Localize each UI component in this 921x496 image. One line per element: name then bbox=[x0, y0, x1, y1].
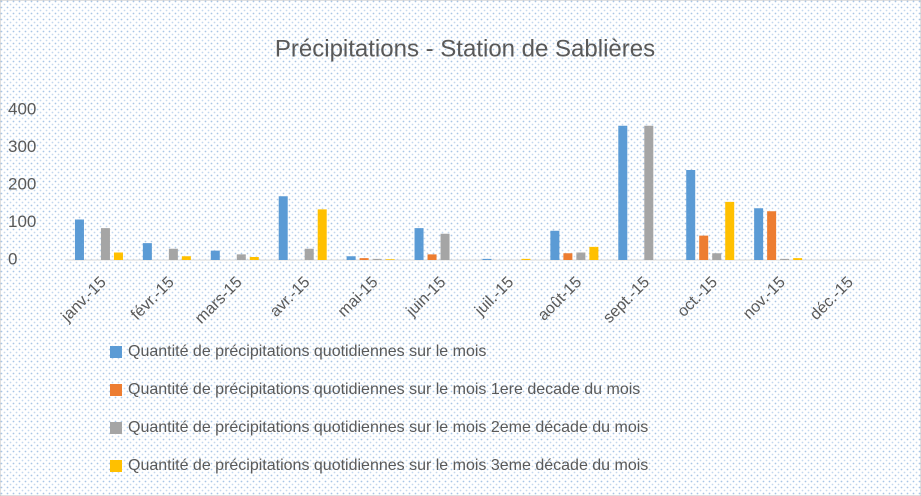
bar bbox=[100, 228, 110, 260]
bar bbox=[317, 209, 327, 260]
bar bbox=[521, 258, 531, 260]
bar bbox=[385, 259, 395, 260]
bar bbox=[168, 248, 178, 260]
bar bbox=[346, 256, 356, 260]
legend-label: Quantité de précipitations quotidiennes … bbox=[128, 343, 486, 360]
bar bbox=[142, 243, 152, 260]
bar bbox=[767, 211, 777, 260]
y-tick-label: 400 bbox=[8, 99, 36, 118]
bar bbox=[686, 170, 696, 260]
y-tick-label: 300 bbox=[8, 137, 36, 156]
bar bbox=[440, 233, 450, 260]
bar bbox=[563, 253, 573, 260]
bar bbox=[725, 201, 735, 260]
bar bbox=[414, 228, 424, 260]
bar bbox=[793, 258, 803, 260]
y-tick-label: 200 bbox=[8, 174, 36, 193]
bar bbox=[304, 248, 314, 260]
legend-label: Quantité de précipitations quotidiennes … bbox=[128, 457, 648, 474]
bar bbox=[780, 258, 790, 260]
bar bbox=[644, 125, 654, 260]
bar bbox=[576, 252, 586, 260]
bar bbox=[74, 219, 84, 260]
y-tick-label: 100 bbox=[8, 212, 36, 231]
bar bbox=[181, 256, 191, 260]
bar bbox=[113, 252, 123, 260]
bar bbox=[278, 196, 288, 260]
bar bbox=[618, 125, 628, 260]
legend-label: Quantité de précipitations quotidiennes … bbox=[128, 381, 640, 398]
legend-swatch bbox=[110, 346, 122, 358]
bar bbox=[249, 257, 259, 260]
bar bbox=[589, 246, 599, 260]
legend-swatch bbox=[110, 460, 122, 472]
bar bbox=[699, 235, 709, 260]
legend-swatch bbox=[110, 422, 122, 434]
legend-label: Quantité de précipitations quotidiennes … bbox=[128, 419, 648, 436]
bar bbox=[754, 208, 764, 260]
bar bbox=[427, 254, 437, 260]
legend-swatch bbox=[110, 384, 122, 396]
bar bbox=[550, 230, 560, 260]
bar bbox=[210, 250, 220, 260]
bar bbox=[236, 254, 246, 260]
bar bbox=[359, 258, 369, 260]
chart-title: Précipitations - Station de Sablières bbox=[275, 35, 655, 62]
bar bbox=[372, 258, 382, 260]
y-tick-label: 0 bbox=[8, 249, 17, 268]
bar bbox=[712, 253, 722, 260]
bar bbox=[482, 258, 492, 260]
